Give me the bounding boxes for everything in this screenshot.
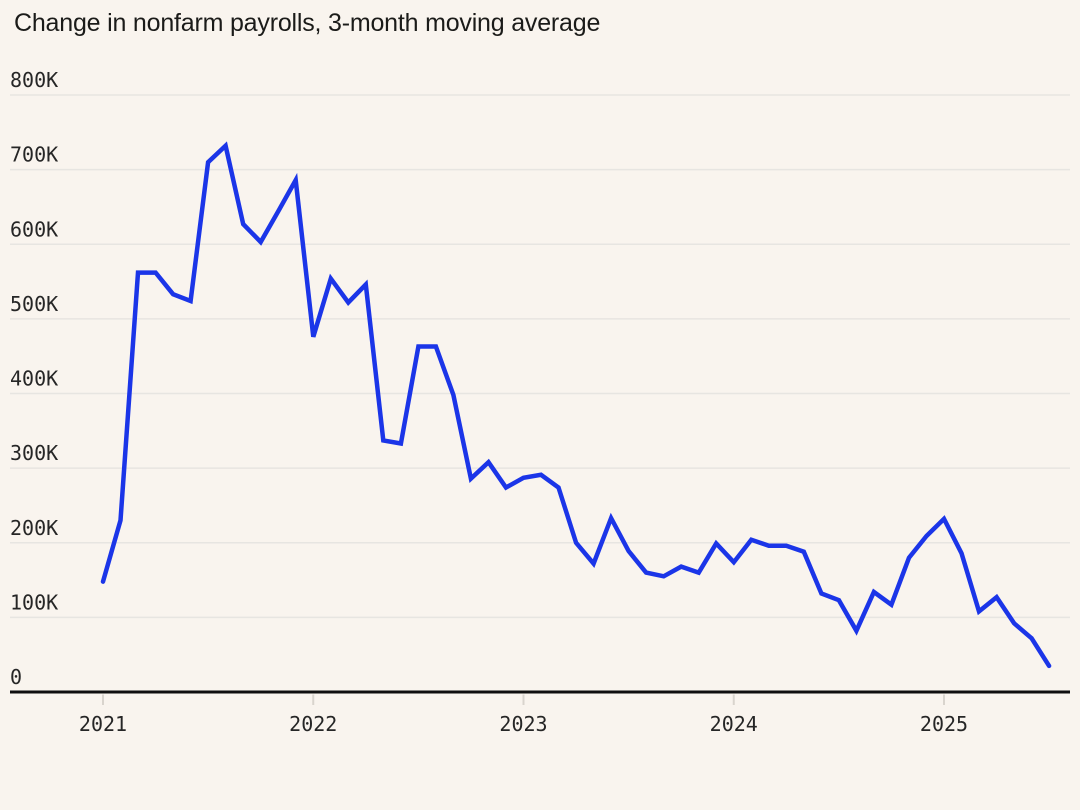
y-tick-label: 700K	[10, 143, 58, 167]
x-tick-label: 2024	[710, 712, 758, 736]
y-tick-label: 200K	[10, 516, 58, 540]
y-tick-label: 500K	[10, 292, 58, 316]
y-tick-label: 600K	[10, 217, 58, 241]
payrolls-data-line	[100, 141, 1052, 669]
y-tick-label: 0	[10, 665, 22, 689]
y-tick-label: 800K	[10, 68, 58, 92]
chart-title: Change in nonfarm payrolls, 3-month movi…	[14, 9, 601, 37]
y-tick-label: 400K	[10, 367, 58, 391]
y-tick-label: 100K	[10, 590, 58, 614]
y-tick-label: 300K	[10, 441, 58, 465]
x-tick-label: 2025	[920, 712, 968, 736]
x-tick-label: 2021	[79, 712, 127, 736]
x-tick-label: 2023	[499, 712, 547, 736]
x-tick-label: 2022	[289, 712, 337, 736]
